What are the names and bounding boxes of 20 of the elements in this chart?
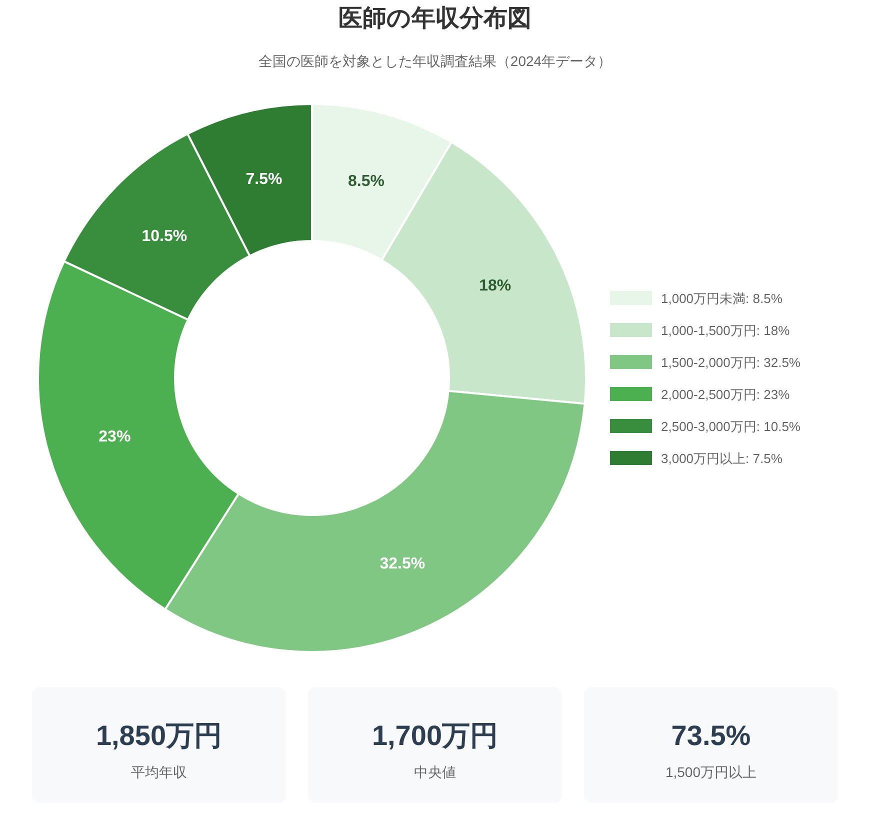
legend-label: 2,000-2,500万円: 23%	[661, 387, 790, 402]
chart-subtitle: 全国の医師を対象とした年収調査結果（2024年データ）	[258, 53, 612, 69]
legend-label: 1,500-2,000万円: 32.5%	[661, 355, 801, 370]
legend-label: 2,500-3,000万円: 10.5%	[661, 419, 801, 434]
text: 1,700万円	[372, 720, 498, 751]
data-label: 32.5%	[380, 556, 426, 573]
legend-label: 1,000-1,500万円: 18%	[661, 323, 790, 338]
data-label: 23%	[98, 428, 131, 446]
data-label: 8.5%	[348, 172, 384, 190]
legend-label: 3,000万円以上: 7.5%	[661, 451, 783, 466]
text: 中央値	[414, 764, 456, 780]
text: 1,500万円以上	[665, 764, 757, 780]
legend-label: 1,000万円未満: 8.5%	[661, 291, 783, 306]
text: 平均年収	[131, 764, 187, 780]
data-label: 18%	[479, 278, 512, 295]
chart-title: 医師の年収分布図	[338, 5, 532, 32]
text: 1,850万円	[96, 720, 222, 751]
data-label: 7.5%	[246, 171, 282, 188]
data-label: 10.5%	[142, 228, 188, 245]
text: 73.5%	[671, 720, 751, 751]
